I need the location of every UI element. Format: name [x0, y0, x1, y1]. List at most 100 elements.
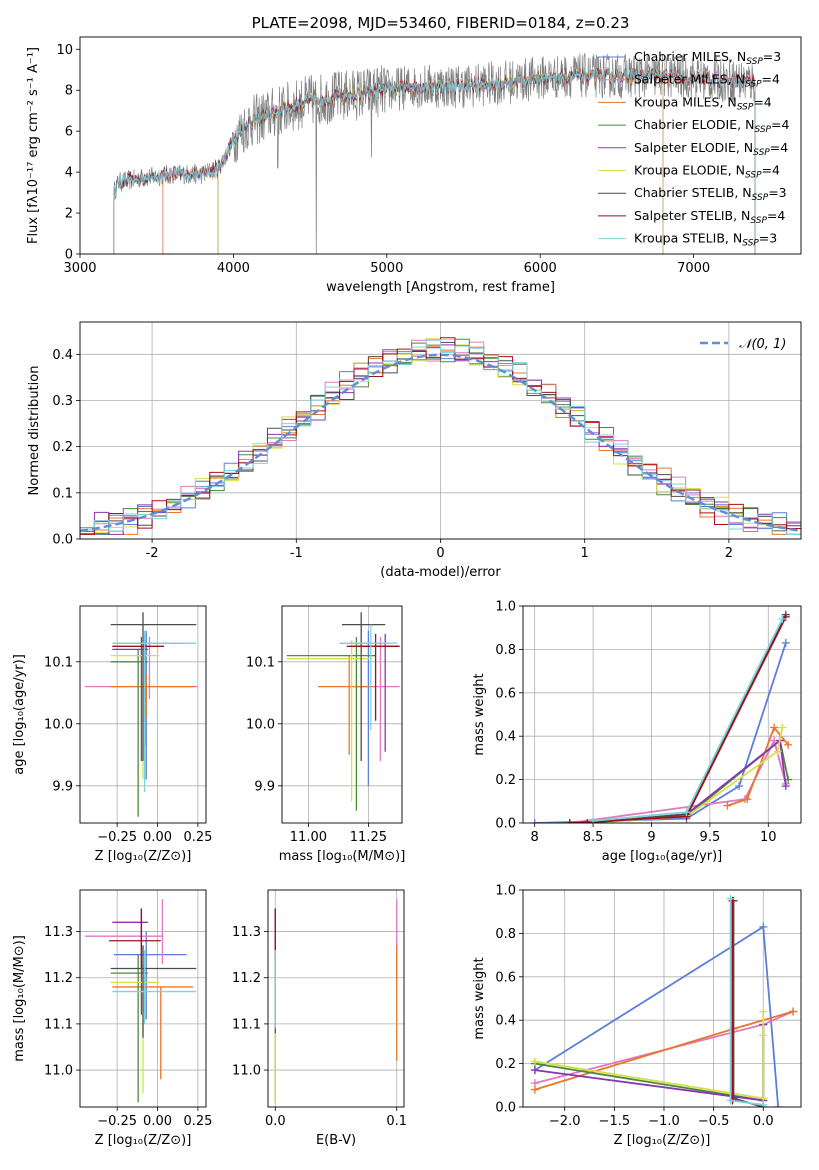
- x-tick-label: 0: [436, 546, 444, 561]
- errorbar-salpeter-stelib: [109, 908, 161, 969]
- legend-entry: Kroupa ELODIE, NSSP=4: [634, 163, 780, 181]
- errorbar-chabrier-stelib: [110, 612, 197, 761]
- errorbar-chabrier-miles: [113, 630, 187, 780]
- mass-EBV-frame: [267, 889, 405, 1108]
- legend-entry: 𝒩(0, 1): [739, 337, 786, 352]
- mass-Z-points: [84, 899, 197, 1103]
- age-mass-frame: [281, 605, 403, 824]
- y-tick-label: 0.4: [52, 348, 73, 363]
- y-tick-label: 0.3: [52, 394, 73, 409]
- y-tick-label: 1.0: [495, 884, 516, 899]
- y-tick-label: 0: [65, 248, 73, 263]
- histogram-kroupa-stelib: [80, 339, 801, 539]
- y-tick-label: 0.4: [495, 730, 516, 745]
- legend-entry: Chabrier ELODIE, NSSP=4: [634, 117, 789, 135]
- errorbar-kroupa-elodie: [110, 643, 160, 780]
- x-tick-label: −2.0: [549, 1114, 581, 1129]
- x-tick-label: −1.0: [648, 1114, 680, 1129]
- errorbar-chabrier-miles: [113, 931, 187, 1020]
- errorbar-kroupa-stelib: [112, 950, 197, 1024]
- x-tick-label: 4000: [217, 261, 250, 276]
- x-tick-label: 0.0: [753, 1114, 774, 1129]
- model-kroupa-stelib: [113, 67, 756, 254]
- y-tick-label: 0.6: [495, 970, 516, 985]
- mass-EBV-axes: 0.0 0.1 11.0 11.1 11.2 11.3 E(B-V): [232, 890, 407, 1148]
- y-tick-label: 11.1: [232, 1017, 261, 1032]
- x-tick-label: 11.25: [350, 830, 387, 845]
- x-tick-label: -2: [146, 546, 159, 561]
- y-tick-label: 9.9: [254, 779, 275, 794]
- series-line: [534, 1024, 765, 1102]
- y-tick-label: 0.2: [52, 440, 73, 455]
- y-axis-label: mass weight: [472, 673, 487, 755]
- legend-entry: Chabrier STELIB, NSSP=3: [634, 185, 787, 203]
- x-tick-label: 0.1: [386, 1114, 407, 1129]
- x-axis-label: Z [log₁₀(Z/Z⊙)]: [614, 1133, 711, 1148]
- x-axis-label: E(B-V): [316, 1133, 356, 1148]
- histograms: [80, 337, 801, 539]
- spectrum-legend: Chabrier MILES, NSSP=3 Salpeter MILES, NS…: [598, 49, 789, 249]
- x-tick-label: 8.5: [583, 830, 604, 845]
- age-Z-axes: −0.25 0.00 0.25 9.9 10.0 10.1 Z [log₁₀(Z/Z⊙)] a…: [12, 606, 212, 864]
- y-tick-label: 2: [65, 207, 73, 222]
- spectrum-lines: [113, 53, 756, 254]
- errorbar-chabrier-stelib: [342, 612, 386, 761]
- age-mass-points: [286, 612, 400, 811]
- residuals-frame: [79, 321, 802, 540]
- y-tick-label: 9.9: [52, 779, 73, 794]
- weight-age-frame: [522, 605, 802, 824]
- y-tick-label: 0.4: [495, 1014, 516, 1029]
- y-tick-label: 0.8: [495, 643, 516, 658]
- x-tick-label: 11.00: [290, 830, 327, 845]
- mass-Z-frame: [79, 889, 207, 1108]
- errorbar-chabrier-elodie: [110, 649, 148, 817]
- y-tick-label: 0.6: [495, 686, 516, 701]
- series-line: [587, 614, 787, 823]
- y-tick-label: 0.1: [52, 486, 73, 501]
- normal-curve: [80, 353, 801, 533]
- y-tick-label: 11.0: [44, 1064, 73, 1079]
- y-tick-label: 11.2: [44, 971, 73, 986]
- age-Z-frame: [79, 605, 207, 824]
- series-line: [732, 900, 764, 1107]
- series-line: [569, 738, 787, 823]
- y-tick-label: 10.1: [246, 655, 275, 670]
- spectrum-frame: [79, 36, 802, 255]
- series-line: [534, 1011, 765, 1100]
- y-tick-label: 10.0: [246, 717, 275, 732]
- x-tick-label: 0.25: [183, 830, 212, 845]
- mass-Z-axes: −0.25 0.00 0.25 11.0 11.1 11.2 11.3 Z [log₁₀(Z/…: [12, 890, 212, 1148]
- x-tick-label: 9.5: [700, 830, 721, 845]
- x-tick-label: −0.5: [698, 1114, 730, 1129]
- errorbar-kroupa-elodie: [110, 963, 160, 1094]
- y-tick-label: 0.0: [495, 817, 516, 832]
- legend-entry: Salpeter STELIB, NSSP=4: [634, 208, 785, 226]
- series-line: [534, 1024, 765, 1102]
- weight-age-axes: 8 8.5 9 9.5 10 0.0 0.2 0.4 0.6 0.8 1.0 age [log₁₀(a…: [472, 600, 801, 864]
- legend-entry: Salpeter MILES, NSSP=4: [634, 72, 780, 90]
- x-axis-label: (data-model)/error: [380, 565, 501, 580]
- errorbar-kroupa-stelib: [112, 630, 197, 792]
- y-tick-label: 10: [56, 43, 73, 58]
- x-axis-label: mass [log₁₀(M/M⊙)]: [279, 849, 406, 864]
- errorbar-salpeter-elodie: [112, 637, 148, 761]
- series-kroupa-stelib: [589, 615, 787, 823]
- y-tick-label: 1.0: [495, 600, 516, 615]
- x-tick-label: 7000: [677, 261, 710, 276]
- y-tick-label: 4: [65, 166, 73, 181]
- y-tick-label: 0.0: [52, 533, 73, 548]
- x-tick-label: 3000: [63, 261, 96, 276]
- legend-entry: Kroupa MILES, NSSP=4: [634, 94, 772, 112]
- errorbar-kroupa-miles: [110, 674, 195, 718]
- x-tick-label: −1.5: [599, 1114, 631, 1129]
- errorbar-kroupa-miles: [112, 986, 194, 1080]
- errorbar-kroupa-miles: [318, 655, 374, 755]
- series-salpeter-stelib: [565, 612, 790, 823]
- y-tick-label: 6: [65, 125, 73, 140]
- x-axis-label: age [log₁₀(age/yr)]: [602, 849, 723, 864]
- series-kroupa-stelib: [726, 894, 768, 1107]
- mass-EBV-points: [274, 899, 398, 1103]
- legend-entry: Salpeter ELODIE, NSSP=4: [634, 140, 788, 158]
- y-tick-label: 8: [65, 84, 73, 99]
